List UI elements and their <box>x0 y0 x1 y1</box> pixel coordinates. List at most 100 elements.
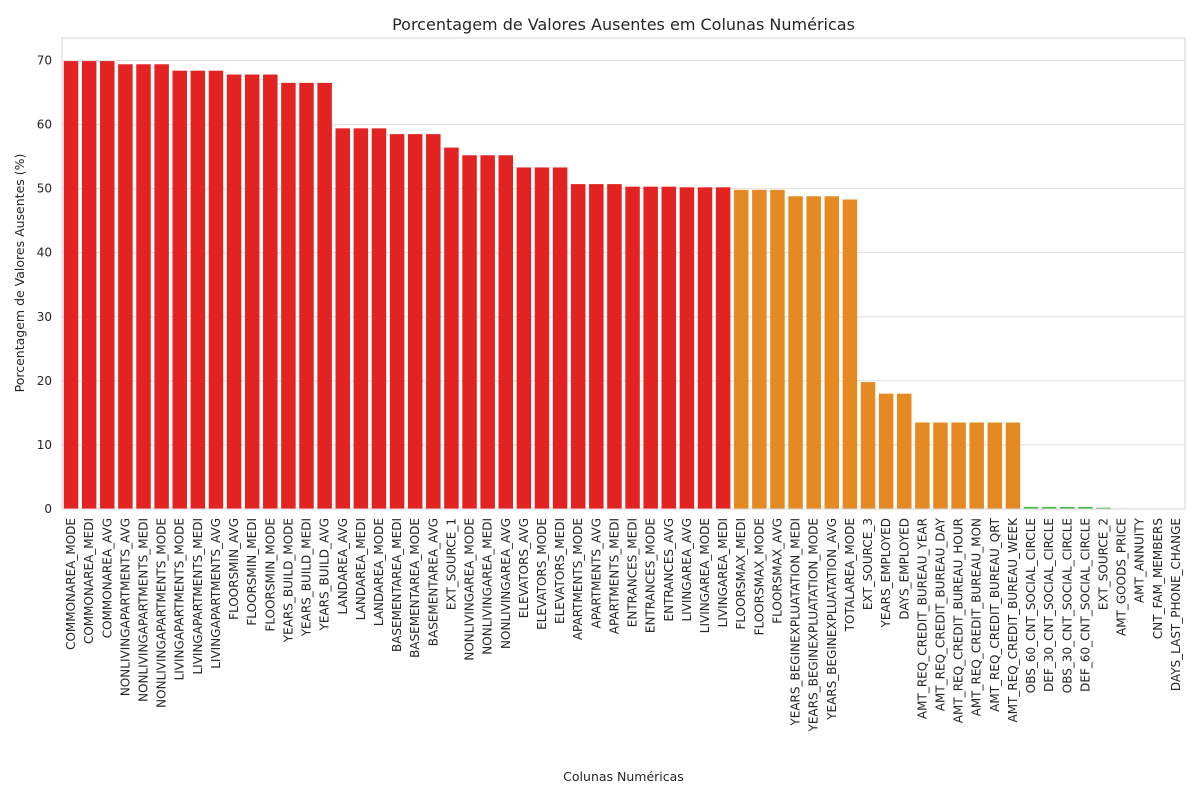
x-tick-label: NONLIVINGAPARTMENTS_MODE <box>155 518 169 708</box>
bar <box>878 393 894 509</box>
bar <box>480 155 495 509</box>
bar <box>951 422 966 509</box>
x-tick-label: OBS_60_CNT_SOCIAL_CIRCLE <box>1024 518 1038 693</box>
x-tick-label: FLOORSMIN_AVG <box>227 518 241 620</box>
bar <box>915 422 930 509</box>
x-tick-label: AMT_REQ_CREDIT_BUREAU_YEAR <box>915 518 929 719</box>
x-tick-label: COMMONAREA_AVG <box>100 518 114 638</box>
x-tick-label: EXT_SOURCE_3 <box>861 518 875 610</box>
x-tick-label: AMT_ANNUITY <box>1133 517 1147 603</box>
bar <box>806 196 821 510</box>
bar <box>335 128 350 509</box>
x-tick-label: AMT_REQ_CREDIT_BUREAU_DAY <box>933 517 947 711</box>
y-tick-label: 20 <box>37 374 52 388</box>
bar <box>263 74 278 510</box>
y-tick-label: 60 <box>37 118 52 132</box>
x-tick-label: DAYS_LAST_PHONE_CHANGE <box>1169 518 1183 691</box>
x-tick-label: LANDAREA_MEDI <box>354 518 368 620</box>
bar <box>172 70 187 509</box>
bar <box>897 393 912 509</box>
x-tick-label: YEARS_BUILD_AVG <box>318 518 332 632</box>
y-tick-label: 10 <box>37 438 52 452</box>
bar <box>1078 506 1093 509</box>
y-tick-label: 40 <box>37 246 52 260</box>
y-axis-ticks: 0 10 20 30 40 50 60 70 <box>37 53 52 516</box>
bar <box>407 134 423 510</box>
bar <box>444 147 459 509</box>
bar <box>842 199 858 509</box>
bar <box>770 189 785 509</box>
x-tick-label: BASEMENTAREA_MODE <box>408 518 422 658</box>
bar <box>589 184 604 509</box>
bar <box>860 382 876 509</box>
x-tick-label: DAYS_EMPLOYED <box>897 518 911 620</box>
bar <box>715 187 731 509</box>
bar <box>208 70 224 509</box>
bar <box>643 186 658 510</box>
y-axis-label: Porcentagem de Valores Ausentes (%) <box>12 154 27 393</box>
x-axis-ticks: COMMONAREA_MODE COMMONAREA_MEDI COMMONAREA… <box>64 517 1183 733</box>
bar <box>987 422 1003 509</box>
x-tick-label: LIVINGAREA_MEDI <box>716 518 730 627</box>
bar <box>1041 506 1057 509</box>
x-tick-label: LANDAREA_MODE <box>372 518 386 626</box>
bar <box>933 422 948 509</box>
x-tick-label: NONLIVINGAREA_MODE <box>463 518 477 661</box>
x-tick-label: FLOORSMAX_MEDI <box>734 518 748 630</box>
bar <box>389 134 405 510</box>
x-tick-label: YEARS_BUILD_MEDI <box>300 518 314 637</box>
x-tick-label: COMMONAREA_MEDI <box>82 518 96 644</box>
bar <box>136 64 151 509</box>
x-tick-label: ELEVATORS_MODE <box>535 518 549 630</box>
bar <box>317 82 332 509</box>
y-tick-label: 70 <box>37 53 52 67</box>
bar <box>552 167 568 510</box>
x-tick-label: TOTALAREA_MODE <box>843 518 857 632</box>
x-tick-label: APARTMENTS_MEDI <box>607 518 621 634</box>
bar <box>1060 506 1075 509</box>
y-tick-label: 0 <box>44 502 52 516</box>
bar <box>607 184 622 509</box>
bar <box>154 64 169 509</box>
bar <box>100 61 115 509</box>
bar <box>281 82 296 509</box>
x-tick-label: YEARS_BEGINEXPLUATATION_MODE <box>807 518 821 732</box>
x-tick-label: OBS_30_CNT_SOCIAL_CIRCLE <box>1060 518 1074 693</box>
bar <box>81 61 97 509</box>
x-tick-label: YEARS_BUILD_MODE <box>281 518 295 643</box>
x-tick-label: ENTRANCES_AVG <box>662 518 676 621</box>
bar <box>299 82 314 509</box>
x-tick-label: LIVINGAPARTMENTS_MEDI <box>191 518 205 675</box>
x-tick-label: ELEVATORS_MEDI <box>553 518 567 624</box>
x-tick-label: EXT_SOURCE_1 <box>444 518 458 610</box>
x-tick-label: APARTMENTS_MODE <box>571 518 585 640</box>
bar <box>190 70 206 509</box>
bar <box>752 189 767 509</box>
chart-title: Porcentagem de Valores Ausentes em Colun… <box>392 15 855 34</box>
x-tick-label: BASEMENTAREA_MEDI <box>390 518 404 652</box>
x-tick-label: BASEMENTAREA_AVG <box>426 518 440 646</box>
bar <box>371 128 387 509</box>
bar <box>788 196 803 510</box>
x-tick-label: COMMONAREA_MODE <box>64 518 78 650</box>
bars <box>63 61 1184 510</box>
plot-frame <box>61 37 1186 510</box>
x-tick-label: NONLIVINGAREA_MEDI <box>481 518 495 655</box>
x-tick-label: FLOORSMIN_MODE <box>263 518 277 632</box>
x-tick-label: LIVINGAPARTMENTS_MODE <box>173 518 187 680</box>
x-tick-label: LIVINGAREA_AVG <box>680 518 694 622</box>
x-tick-label: NONLIVINGAPARTMENTS_AVG <box>118 518 132 696</box>
x-tick-label: AMT_GOODS_PRICE <box>1115 518 1129 636</box>
x-tick-label: LANDAREA_AVG <box>336 518 350 614</box>
bar <box>63 61 79 509</box>
bar <box>534 167 550 510</box>
bar <box>1023 506 1039 509</box>
x-tick-label: YEARS_EMPLOYED <box>879 518 893 628</box>
bar <box>679 187 695 509</box>
x-tick-label: ELEVATORS_AVG <box>517 518 531 618</box>
bar <box>118 64 133 509</box>
x-tick-label: NONLIVINGAREA_AVG <box>499 518 513 649</box>
bar <box>244 74 260 510</box>
bar <box>1096 507 1111 509</box>
